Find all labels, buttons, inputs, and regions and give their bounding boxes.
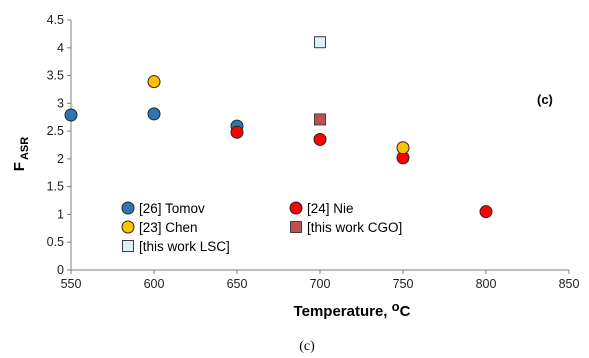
x-tick-label: 850 <box>559 277 580 291</box>
y-tick-label: 4.5 <box>47 13 64 27</box>
legend-marker-this-work-lsc <box>122 240 134 252</box>
data-point-24-nie <box>230 125 244 139</box>
y-tick-label: 2 <box>57 152 64 166</box>
y-tick-label: 3 <box>57 96 64 110</box>
panel-annotation: (c) <box>537 92 553 107</box>
x-tick-label: 800 <box>476 277 497 291</box>
x-axis-unit-c: C <box>400 303 411 320</box>
legend-label-this-work-cgo: [this work CGO] <box>307 220 402 235</box>
svg-text:FASR: F ASR <box>11 137 31 171</box>
legend-label-26-tomov: [26] Tomov <box>139 201 205 216</box>
legend-label-24-nie: [24] Nie <box>307 201 354 216</box>
x-tick-label: 600 <box>144 277 165 291</box>
y-tick-label: 3.5 <box>47 69 64 83</box>
y-tick-labels: 0 0.5 1 1.5 2 2.5 3 3.5 4 4.5 <box>47 13 64 277</box>
x-axis-unit: o <box>392 299 400 314</box>
data-points <box>64 36 493 219</box>
figure-caption: (c) <box>299 339 315 354</box>
y-axis-title-text: F <box>11 162 28 171</box>
y-axis-title: F ASR <box>11 137 31 171</box>
data-point-23-chen <box>396 141 410 155</box>
y-axis-title-sub: ASR <box>19 137 31 160</box>
x-tick-label: 700 <box>310 277 331 291</box>
y-tick-label: 2.5 <box>47 124 64 138</box>
axes <box>67 19 570 274</box>
legend-label-23-chen: [23] Chen <box>139 220 198 235</box>
legend-label-this-work-lsc: [this work LSC] <box>139 239 230 254</box>
y-tick-label: 0.5 <box>47 235 64 249</box>
legend-marker-26-tomov <box>121 201 135 215</box>
x-tick-label: 750 <box>393 277 414 291</box>
data-point-24-nie <box>479 205 493 219</box>
x-tick-labels: 550 600 650 700 750 800 850 <box>61 277 580 291</box>
y-tick-label: 0 <box>57 263 64 277</box>
y-tick-label: 1 <box>57 207 64 221</box>
legend-marker-this-work-cgo <box>290 221 302 233</box>
data-point-26-tomov <box>64 108 78 122</box>
y-tick-label: 1.5 <box>47 180 64 194</box>
data-point-23-chen <box>147 75 161 89</box>
x-axis-title-text: Temperature, <box>294 303 392 320</box>
data-point-this-work-lsc <box>314 36 326 49</box>
legend-marker-23-chen <box>121 220 135 234</box>
y-tick-label: 4 <box>57 41 64 55</box>
data-point-26-tomov <box>147 107 161 121</box>
legend: [26] Tomov [24] Nie [23] Chen [this work CG… <box>121 201 402 254</box>
data-point-this-work-cgo <box>314 113 326 126</box>
x-tick-label: 550 <box>61 277 82 291</box>
x-tick-label: 650 <box>227 277 248 291</box>
x-axis-title: Temperature, oC <box>294 299 411 320</box>
legend-marker-24-nie <box>289 201 303 215</box>
data-point-24-nie <box>313 132 327 146</box>
